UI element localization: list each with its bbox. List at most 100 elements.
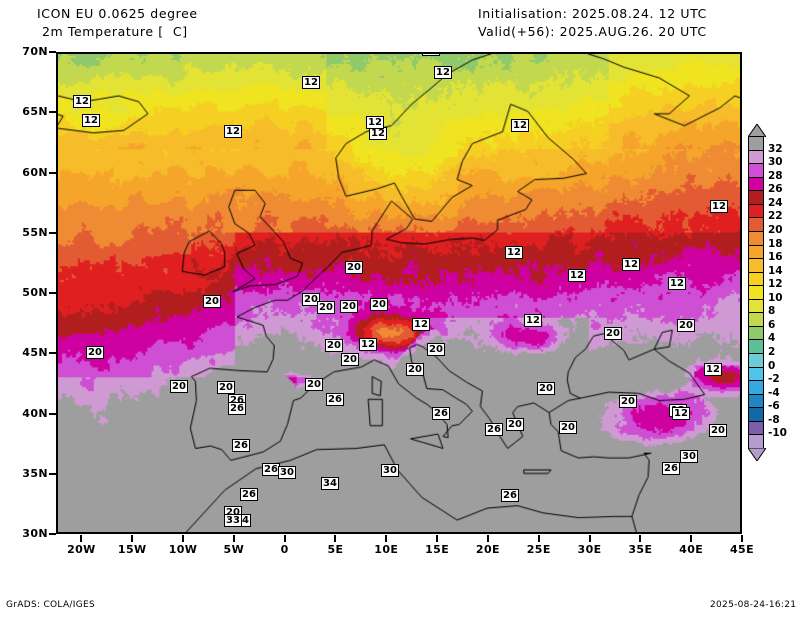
y-axis-label: 50N xyxy=(22,286,48,299)
contour-label: 20 xyxy=(217,381,235,394)
y-axis-tick xyxy=(49,352,56,355)
colorbar-swatch xyxy=(749,218,763,232)
colorbar-bottom-arrow-icon xyxy=(748,448,766,461)
x-axis-label: 10W xyxy=(168,543,198,556)
y-axis-tick xyxy=(49,171,56,174)
x-axis-label: 10E xyxy=(374,543,399,556)
x-axis-label: 15W xyxy=(117,543,147,556)
contour-label: 20 xyxy=(86,346,104,359)
contour-label: 12 xyxy=(422,54,440,56)
footer-timestamp: 2025-08-24-16:21 xyxy=(710,600,797,610)
contour-label: 20 xyxy=(619,395,637,408)
contour-label: 20 xyxy=(370,298,388,311)
colorbar-swatch xyxy=(749,231,763,246)
x-axis-tick xyxy=(741,535,743,542)
y-axis-label: 30N xyxy=(22,527,48,540)
contour-label: 12 xyxy=(224,125,242,138)
contour-label: 12 xyxy=(73,95,91,108)
contour-label: 26 xyxy=(662,462,680,475)
colorbar-tick-label: -6 xyxy=(768,400,780,413)
x-axis-tick xyxy=(232,535,235,542)
x-axis-tick xyxy=(639,535,642,542)
x-axis-tick xyxy=(537,535,540,542)
colorbar-tick-label: 28 xyxy=(768,169,783,182)
colorbar-swatch xyxy=(749,313,763,327)
y-axis-label: 65N xyxy=(22,105,48,119)
contour-label: 20 xyxy=(604,327,622,340)
x-axis-tick xyxy=(690,535,693,542)
x-axis-tick xyxy=(385,535,388,542)
contour-label: 20 xyxy=(317,301,335,314)
contour-label: 12 xyxy=(359,338,377,351)
colorbar-tick-label: 18 xyxy=(768,237,783,250)
contour-label: 12 xyxy=(302,76,320,89)
x-axis-label: 5W xyxy=(223,543,245,556)
y-axis-label: 45N xyxy=(22,346,48,360)
x-axis-tick xyxy=(131,535,134,542)
contour-label: 20 xyxy=(345,261,363,274)
x-axis-tick xyxy=(80,535,83,542)
colorbar-top-arrow-icon xyxy=(748,124,766,137)
colorbar-swatch xyxy=(749,272,763,287)
contour-label: 12 xyxy=(672,407,690,420)
contour-label: 26 xyxy=(326,393,344,406)
colorbar-tick-label: 2 xyxy=(768,346,776,359)
x-axis-label: 15E xyxy=(425,543,450,556)
x-axis-label: 20W xyxy=(67,543,96,556)
colorbar-swatch xyxy=(749,299,763,314)
contour-label: 20 xyxy=(559,421,577,434)
colorbar-tick-label: 12 xyxy=(768,278,783,291)
colorbar-tick-label: 20 xyxy=(768,223,783,236)
x-axis-label: 25E xyxy=(526,543,551,556)
contour-label: 12 xyxy=(524,314,542,327)
colorbar-tick-label: 8 xyxy=(768,305,776,318)
contour-label: 20 xyxy=(340,300,358,313)
contour-label: 20 xyxy=(302,293,320,306)
y-axis-label: 70N xyxy=(22,45,48,58)
colorbar-tick-label: 30 xyxy=(768,156,783,169)
contour-label: 26 xyxy=(432,407,450,420)
colorbar-swatch xyxy=(749,435,763,449)
colorbar-swatch xyxy=(749,421,763,436)
y-axis-label: 40N xyxy=(22,406,48,420)
colorbar-swatch xyxy=(749,408,763,422)
colorbar-swatch xyxy=(749,245,763,260)
colorbar: 32 30 28 26 24 22 20 18 16 14 12 10 8 6 4 2 0 -2 -4 -6 -8 -10 xyxy=(746,124,800,464)
y-axis-tick xyxy=(49,533,56,535)
contour-label: 20 xyxy=(506,418,524,431)
colorbar-gradient xyxy=(748,136,764,449)
valid-time: Valid(+56): 2025.AUG.26. 20 UTC xyxy=(478,24,707,39)
contour-label: 12 xyxy=(505,246,523,259)
y-axis-label: 55N xyxy=(22,225,48,239)
colorbar-tick-label: -4 xyxy=(768,386,780,399)
contour-label: 20 xyxy=(427,343,445,356)
colorbar-tick-label: 16 xyxy=(768,251,783,264)
colorbar-swatch xyxy=(749,340,763,354)
contour-label: 20 xyxy=(709,424,727,437)
contour-label: 12 xyxy=(412,318,430,331)
x-axis-label: 0 xyxy=(280,543,289,556)
contour-label: 34 xyxy=(321,477,339,490)
y-axis-tick xyxy=(49,231,56,234)
contour-label: 26 xyxy=(501,489,519,502)
contour-label: 26 xyxy=(232,439,250,452)
y-axis-label: 60N xyxy=(22,165,48,179)
contour-label: 20 xyxy=(203,295,221,308)
colorbar-tick-label: 32 xyxy=(768,142,783,155)
contour-label: 30 xyxy=(278,466,296,479)
colorbar-swatch xyxy=(749,164,763,178)
y-axis-tick xyxy=(49,51,56,53)
x-axis-label: 45E xyxy=(729,543,755,556)
model-title: ICON EU 0.0625 degree xyxy=(37,6,198,21)
colorbar-tick-label: 0 xyxy=(768,359,776,372)
colorbar-swatch xyxy=(749,137,763,151)
colorbar-swatch xyxy=(749,326,763,341)
colorbar-swatch xyxy=(749,286,763,300)
contour-label: 12 xyxy=(369,127,387,140)
contour-label: 12 xyxy=(704,363,722,376)
colorbar-swatch xyxy=(749,259,763,273)
colorbar-swatch xyxy=(749,354,763,368)
x-axis-label: 35E xyxy=(628,543,653,556)
field-title: 2m Temperature [ C] xyxy=(42,24,188,39)
colorbar-tick-label: 10 xyxy=(768,291,783,304)
